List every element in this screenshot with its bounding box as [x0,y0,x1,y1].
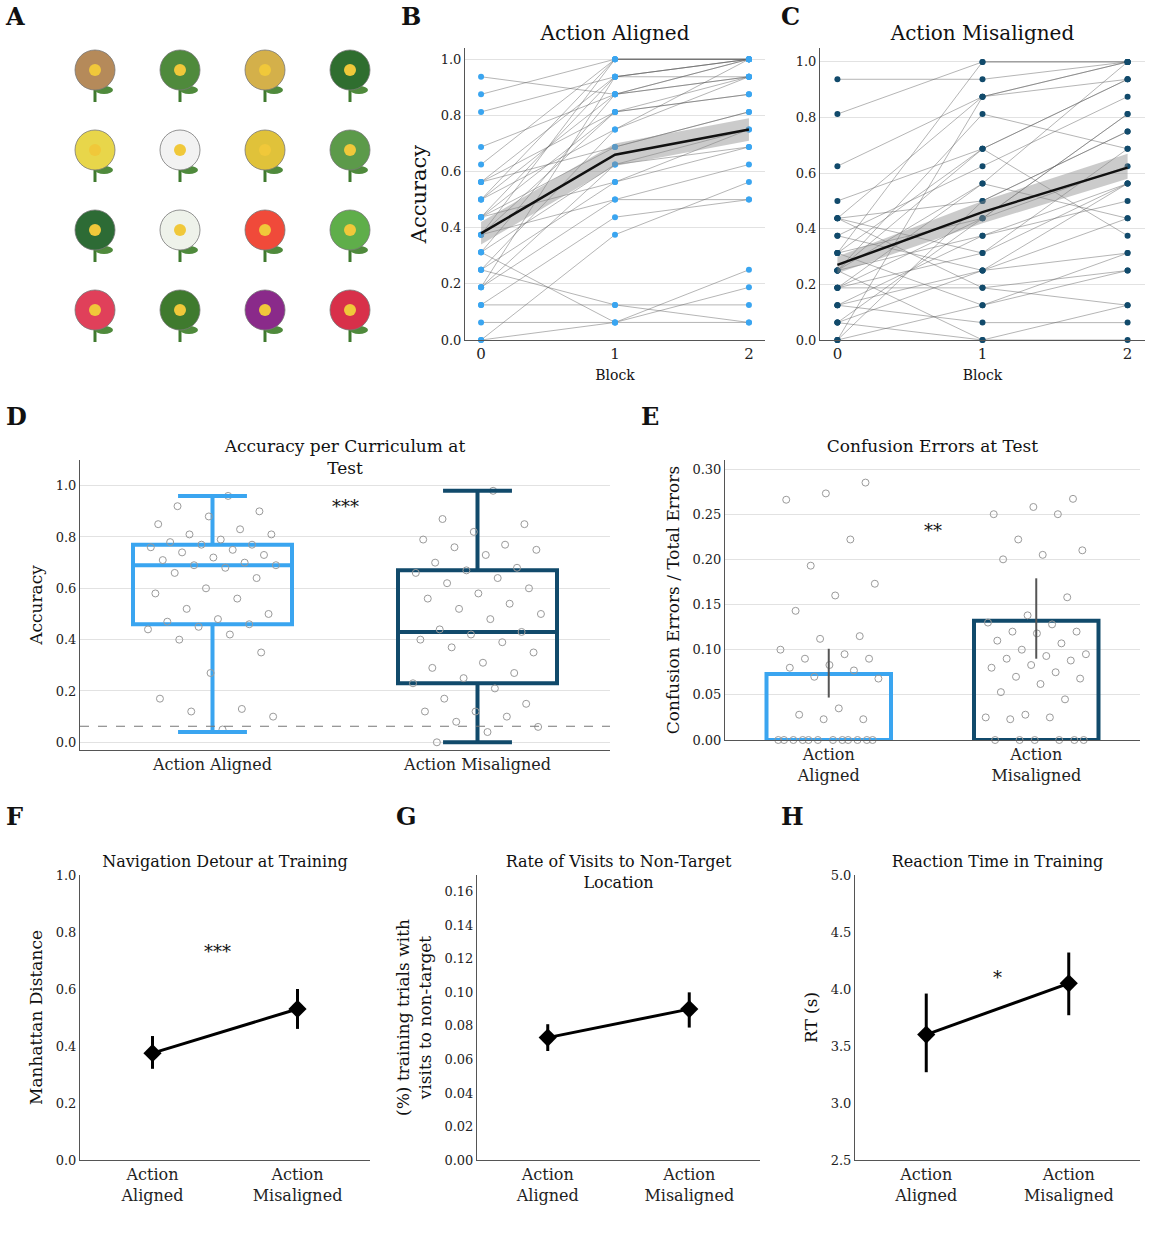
svg-text:*: * [993,967,1002,988]
svg-text:0.2: 0.2 [441,276,462,291]
svg-text:1: 1 [978,345,988,363]
svg-text:0.0: 0.0 [441,333,462,348]
svg-text:3.0: 3.0 [831,1096,852,1111]
svg-text:0.0: 0.0 [796,333,817,348]
svg-text:***: *** [204,941,231,962]
svg-text:5.0: 5.0 [831,868,852,883]
svg-text:0.2: 0.2 [796,277,817,292]
html-text:F: F [6,802,23,831]
svg-text:ActionMisaligned: ActionMisaligned [253,1165,343,1205]
html-text:C: C [781,2,801,31]
svg-text:Rate of Visits to Non-TargetLo: Rate of Visits to Non-TargetLocation [506,852,732,892]
svg-text:0.4: 0.4 [796,221,817,236]
svg-text:0.10: 0.10 [444,985,473,1000]
svg-text:Accuracy: Accuracy [407,145,431,245]
svg-text:0.25: 0.25 [692,507,721,522]
svg-text:Action Aligned: Action Aligned [152,755,272,774]
html-text:B: B [401,2,422,31]
svg-text:ActionMisaligned: ActionMisaligned [991,745,1081,785]
svg-text:0.0: 0.0 [56,1153,77,1168]
svg-text:0.00: 0.00 [692,733,721,748]
html-text:D: D [6,402,27,431]
svg-text:0.8: 0.8 [56,530,77,545]
svg-text:0.14: 0.14 [444,918,473,933]
svg-text:0.4: 0.4 [56,632,77,647]
svg-text:Action Aligned: Action Aligned [540,21,690,45]
html-text:H: H [781,802,804,831]
svg-text:Confusion Errors / Total Error: Confusion Errors / Total Errors [663,466,683,734]
svg-text:Navigation Detour at Training: Navigation Detour at Training [102,852,347,871]
svg-text:0: 0 [833,345,843,363]
svg-text:0.8: 0.8 [56,925,77,940]
svg-text:0.30: 0.30 [692,462,721,477]
svg-text:0.2: 0.2 [56,1096,77,1111]
svg-text:ActionAligned: ActionAligned [894,1165,957,1205]
svg-text:0.6: 0.6 [441,164,462,179]
svg-text:0.0: 0.0 [56,735,77,750]
svg-text:2: 2 [1123,345,1133,363]
svg-text:0.16: 0.16 [444,884,473,899]
svg-text:Reaction Time in Training: Reaction Time in Training [892,852,1104,871]
svg-text:0.4: 0.4 [441,220,462,235]
svg-text:0.08: 0.08 [444,1018,473,1033]
svg-text:1: 1 [610,345,620,363]
svg-text:0.8: 0.8 [796,110,817,125]
svg-text:0.15: 0.15 [692,597,721,612]
svg-text:ActionMisaligned: ActionMisaligned [644,1165,734,1205]
svg-text:ActionAligned: ActionAligned [516,1165,579,1205]
svg-text:Block: Block [595,367,635,383]
svg-text:0.10: 0.10 [692,642,721,657]
svg-text:0.6: 0.6 [796,166,817,181]
svg-text:0.2: 0.2 [56,684,77,699]
svg-text:***: *** [332,496,359,517]
svg-text:Action Misaligned: Action Misaligned [890,21,1075,45]
svg-text:Confusion Errors at Test: Confusion Errors at Test [827,436,1039,456]
html-text:E: E [641,402,660,431]
html-text:A: A [6,2,25,31]
svg-text:0.00: 0.00 [444,1153,473,1168]
svg-text:0.6: 0.6 [56,982,77,997]
svg-text:**: ** [924,520,942,541]
svg-text:1.0: 1.0 [56,478,77,493]
svg-text:1.0: 1.0 [56,868,77,883]
svg-text:Action Misaligned: Action Misaligned [403,755,551,774]
svg-text:0.06: 0.06 [444,1052,473,1067]
svg-text:ActionAligned: ActionAligned [797,745,860,785]
svg-text:0.20: 0.20 [692,552,721,567]
svg-text:0.4: 0.4 [56,1039,77,1054]
svg-text:0.05: 0.05 [692,687,721,702]
svg-text:3.5: 3.5 [831,1039,852,1054]
svg-text:4.5: 4.5 [831,925,852,940]
svg-text:0: 0 [476,345,486,363]
svg-text:0.6: 0.6 [56,581,77,596]
svg-text:Accuracy: Accuracy [26,565,46,646]
svg-text:0.04: 0.04 [444,1085,473,1100]
svg-text:Block: Block [963,367,1003,383]
svg-text:ActionAligned: ActionAligned [120,1165,183,1205]
svg-text:4.0: 4.0 [831,982,852,997]
svg-text:0.02: 0.02 [444,1119,473,1134]
svg-text:RT (s): RT (s) [801,992,821,1043]
html-text:G: G [396,802,417,831]
svg-text:0.12: 0.12 [444,951,473,966]
svg-text:Manhattan Distance: Manhattan Distance [26,930,46,1105]
svg-text:(%) training trials withvisits: (%) training trials withvisits to non-ta… [393,919,435,1116]
svg-text:1.0: 1.0 [796,54,817,69]
svg-text:Accuracy per Curriculum atTest: Accuracy per Curriculum atTest [224,436,466,478]
svg-text:1.0: 1.0 [441,52,462,67]
svg-text:2.5: 2.5 [831,1153,852,1168]
svg-text:0.8: 0.8 [441,108,462,123]
svg-text:ActionMisaligned: ActionMisaligned [1024,1165,1114,1205]
svg-text:2: 2 [744,345,754,363]
